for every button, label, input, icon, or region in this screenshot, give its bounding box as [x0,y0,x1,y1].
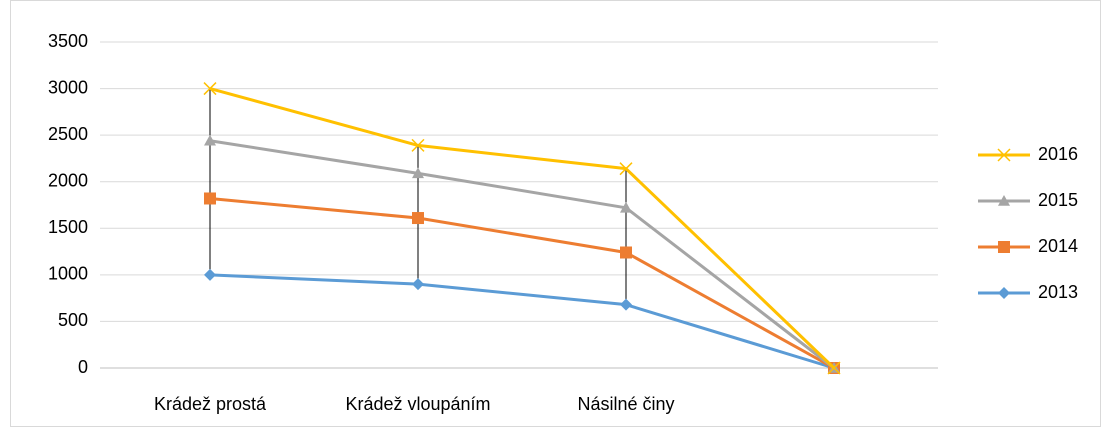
legend-marker [998,195,1010,206]
legend-marker [998,287,1010,299]
y-tick-label: 1000 [48,264,88,284]
marker [204,134,216,146]
marker [411,138,425,152]
marker [412,278,424,291]
marker [203,82,217,96]
series-line [209,139,835,370]
x-tick-label: Násilné činy [577,394,674,414]
marker [620,298,632,311]
y-tick-label: 500 [58,310,88,330]
y-tick-label: 3000 [48,77,88,97]
marker [412,167,424,179]
legend-item: 2015 [978,190,1078,210]
legend-label: 2016 [1038,144,1078,164]
x-tick-label: Krádež vloupáním [345,394,490,414]
marker [204,268,216,281]
y-tick-label: 2000 [48,170,88,190]
marker [412,212,424,225]
legend-item: 2014 [978,236,1078,256]
legend-label: 2014 [1038,236,1078,256]
marker [620,246,632,259]
y-tick-label: 0 [78,357,88,377]
marker [204,192,216,205]
legend-item: 2013 [978,282,1078,302]
marker [827,361,841,375]
series-line [209,87,836,370]
marker [619,162,633,176]
marker [620,201,632,213]
y-tick-label: 1500 [48,217,88,237]
legend-item: 2016 [978,144,1078,164]
y-tick-label: 2500 [48,124,88,144]
legend-marker [997,148,1011,162]
y-tick-label: 3500 [48,31,88,51]
series-line [209,196,835,370]
series-line [209,273,835,370]
chart-frame [10,0,1101,427]
legend-marker [998,241,1010,253]
x-tick-label: Krádež prostá [154,394,267,414]
legend-label: 2015 [1038,190,1078,210]
legend-label: 2013 [1038,282,1078,302]
